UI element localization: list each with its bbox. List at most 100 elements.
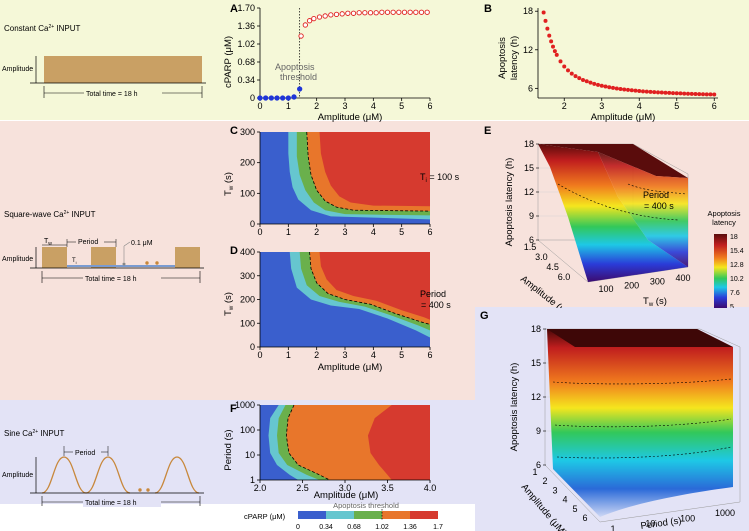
- latency-colorbar-tick-label: 10.2: [730, 276, 744, 283]
- latency-point: [686, 91, 690, 96]
- x-tick-label: 5: [674, 101, 679, 111]
- above-threshold-point: [356, 10, 362, 16]
- panel-e-xticks: 1.53.04.56.0: [524, 242, 571, 282]
- constant-wave-block: [44, 56, 202, 83]
- below-threshold-point: [297, 86, 303, 92]
- panel-e-surface-top: [538, 144, 688, 178]
- latency-point: [558, 59, 563, 64]
- cparp-tick-label: 1.7: [433, 524, 443, 531]
- contour-region-1: [260, 132, 430, 224]
- x-tick-label: 1: [286, 350, 291, 360]
- panel-b-xlabel: Amplitude (μM): [591, 112, 656, 123]
- x-tick-label: 3.0: [339, 483, 352, 493]
- y-tick-label: 1: [250, 475, 255, 485]
- panel-d-xlabel: Amplitude (μM): [318, 362, 383, 373]
- above-threshold-point: [384, 9, 391, 15]
- panel-f-letter: F: [230, 403, 237, 415]
- above-threshold-point: [350, 10, 357, 16]
- y-tick-label: 300: [240, 127, 255, 137]
- panel-a-plot-area: 0 1 2 3 4 5 6 0 0.34 0.68 1.02 1.36 1.70: [237, 3, 432, 111]
- x-tick-label: 6: [427, 350, 432, 360]
- latency-point: [697, 92, 702, 97]
- square-input-title: Square-wave Ca2+ INPUT: [4, 210, 96, 219]
- panel-c-plot-area: 0 1 2 3 4 5 6 0 100 200 300: [240, 127, 433, 237]
- x-tick-label: 4: [371, 101, 376, 111]
- latency-colorbar: [714, 234, 727, 308]
- panel-d-chart: D 0 1 2 3 4 5 6 0 100 200 300 400 Period = 400 s Am…: [223, 245, 451, 373]
- square-tw-label: Tw: [44, 238, 52, 247]
- latency-point: [648, 89, 653, 94]
- x-tick-label: 5: [572, 504, 577, 514]
- panel-a-ylabel: cPARP (μM): [223, 36, 234, 88]
- above-threshold-point: [367, 10, 374, 16]
- latency-point: [552, 49, 557, 54]
- contour-region-0: [260, 405, 299, 480]
- panel-b-plot-area: 2 3 4 5 6 6 12 18: [523, 6, 718, 111]
- y-tick-label: 100: [680, 513, 695, 523]
- panel-e-yticks: 100 200 300 400: [598, 273, 690, 294]
- x-tick-label: 3: [552, 485, 557, 495]
- latency-point: [712, 92, 717, 97]
- panel-g-letter: G: [480, 310, 489, 322]
- x-tick-label: 4: [371, 227, 376, 237]
- panel-b-ylabel-2: latency (h): [509, 36, 520, 80]
- y-tick-label: 0.34: [237, 75, 255, 85]
- latency-point: [581, 78, 585, 82]
- z-tick-label: 6: [529, 235, 534, 245]
- latency-point: [599, 83, 604, 88]
- latency-point: [545, 26, 550, 31]
- z-tick-label: 12: [531, 392, 541, 402]
- panel-e-zlabel: Apoptosis latency (h): [504, 158, 515, 247]
- panel-a-xlabel: Amplitude (μM): [318, 112, 383, 123]
- threshold-contour: [309, 251, 431, 325]
- sine-period-label: Period: [75, 450, 95, 457]
- below-threshold-point: [268, 95, 274, 101]
- x-tick-label: 6.0: [558, 272, 571, 282]
- sine-input-title: Sine Ca2+ INPUT: [4, 429, 65, 438]
- panel-c-chart: C 0 1 2 3 4 5 6 0 100 200 300 Ti = 100 s Tw (s): [223, 125, 460, 237]
- panel-e-zticks: 6 9 12 15 18: [524, 139, 539, 245]
- z-tick-label: 15: [524, 163, 534, 173]
- constant-total-time-label: Total time = 18 h: [86, 91, 138, 98]
- square-ti-label: Ti: [72, 258, 77, 265]
- y-tick-label: 1000: [715, 508, 735, 518]
- below-threshold-point: [280, 95, 286, 101]
- below-threshold-point: [274, 95, 280, 101]
- panel-f-ylabel: Period (s): [223, 429, 234, 470]
- latency-point: [693, 91, 698, 96]
- latency-point: [569, 71, 574, 76]
- x-tick-label: 5: [399, 101, 404, 111]
- latency-point: [708, 92, 713, 97]
- below-threshold-point: [285, 95, 291, 101]
- panel-g-yticks: 1 10 100 1000: [610, 508, 735, 531]
- panel-g-zlabel: Apoptosis latency (h): [509, 363, 520, 452]
- latency-colorbar-tick-label: 15.4: [730, 248, 744, 255]
- panel-a-threshold-label-1: Apoptosis: [275, 62, 315, 72]
- above-threshold-point: [302, 22, 308, 28]
- x-tick-label: 1.5: [524, 242, 537, 252]
- latency-point: [549, 39, 554, 44]
- latency-point: [633, 88, 638, 93]
- y-tick-label: 0: [250, 93, 255, 103]
- square-period-label: Period: [78, 239, 98, 246]
- panel-a-chart: A 0 1 2 3 4 5 6 0 0.34 0.68 1.02 1.36 1.70 Apoptosis…: [223, 3, 433, 123]
- panel-f-xlabel: Amplitude (μM): [314, 490, 379, 500]
- latency-point: [674, 91, 679, 96]
- y-tick-label: 400: [240, 247, 255, 257]
- x-tick-label: 3: [342, 350, 347, 360]
- z-tick-label: 18: [531, 324, 541, 334]
- latency-point: [644, 89, 649, 94]
- latency-colorbar-ticks: 18 15.4 12.8 10.2 7.6 5: [730, 234, 744, 308]
- latency-point: [614, 86, 619, 91]
- y-tick-label: 200: [240, 158, 255, 168]
- x-tick-label: 2: [542, 476, 547, 486]
- x-tick-label: 2: [562, 101, 567, 111]
- above-threshold-point: [311, 15, 317, 22]
- panel-e-surface: [538, 144, 688, 282]
- latency-point: [592, 81, 597, 86]
- latency-colorbar-tick-label: 7.6: [730, 290, 740, 297]
- z-tick-label: 15: [531, 358, 541, 368]
- contour-region-0: [260, 132, 430, 224]
